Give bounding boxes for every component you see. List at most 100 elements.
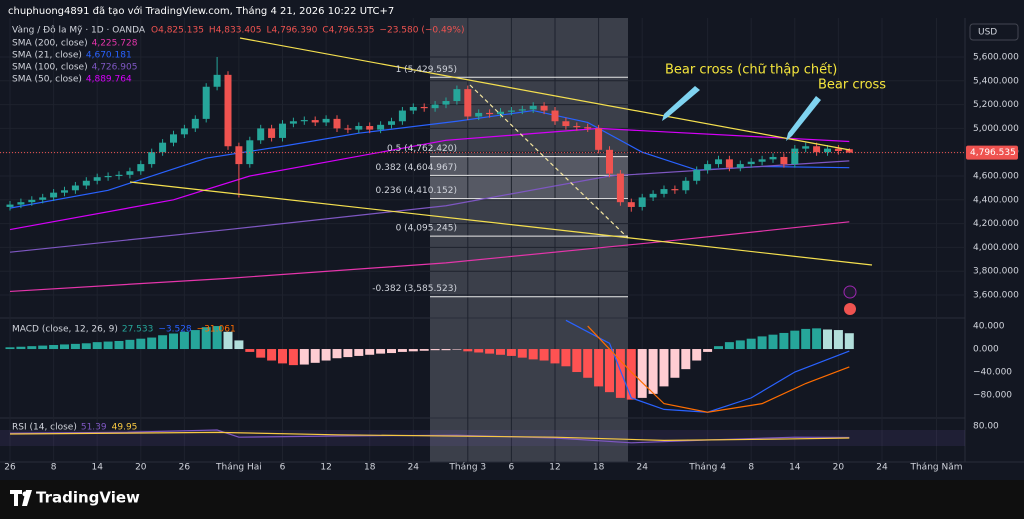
candle-body [6, 204, 14, 207]
candle-body [671, 189, 679, 191]
histogram-bar [267, 349, 277, 361]
candle-body [758, 159, 766, 162]
candle-body [126, 171, 134, 175]
histogram-bar [430, 349, 440, 351]
histogram-bar [583, 349, 593, 378]
candle-body [693, 170, 701, 181]
credit: chuphuong4891 đã tạo với TradingView.com… [8, 5, 394, 17]
x-tick-label: 18 [364, 463, 376, 473]
candle-body [159, 142, 167, 153]
x-tick-label: 20 [135, 463, 147, 473]
y-tick-label: −80.000 [973, 391, 1012, 401]
histogram-bar [125, 339, 135, 350]
histogram-bar [38, 345, 48, 350]
histogram-bar [735, 340, 745, 350]
arrow [786, 96, 821, 141]
candle-body [715, 159, 722, 165]
candle-body [377, 124, 385, 130]
candle-body [453, 89, 461, 102]
quote-value: −23.580 (−0.49%) [379, 26, 464, 36]
histogram-bar [692, 349, 702, 361]
currency-box [969, 23, 1019, 41]
quote-value: L4,796.390 [267, 26, 318, 36]
x-tick-label: 12 [549, 463, 560, 473]
y-tick-label: 4,000.000 [973, 243, 1019, 253]
candle-body [191, 118, 199, 129]
histogram-bar [201, 327, 211, 350]
candle-body [115, 174, 123, 176]
histogram-bar [452, 349, 462, 350]
annotation: Bear cross [818, 78, 886, 93]
candle-body [28, 199, 36, 203]
histogram-bar [474, 349, 484, 353]
legend-value: 4,726.905 [92, 63, 138, 73]
histogram-bar [528, 349, 538, 360]
candle-body [824, 148, 831, 153]
histogram-bar [561, 349, 571, 367]
candle-body [682, 180, 690, 191]
panel-value: 27.533 [122, 325, 154, 335]
legend-name: SMA (200, close) [12, 39, 88, 49]
x-tick-label: 24 [636, 463, 648, 473]
candle-body [518, 109, 526, 111]
histogram-bar [212, 326, 222, 350]
candle-body [529, 105, 537, 110]
x-tick-label: 6 [280, 463, 286, 473]
candle-body [813, 146, 821, 153]
x-tick-label: 8 [51, 463, 57, 473]
candle-body [431, 104, 439, 109]
quote: O4,825.135 H4,833.405 L4,796.390 C4,796.535… [151, 26, 464, 36]
candle-body [573, 126, 581, 128]
candle-body [398, 110, 406, 122]
quote-value: H4,833.405 [209, 26, 262, 36]
candle-body [213, 74, 221, 87]
histogram-bar [70, 343, 80, 350]
x-tick-label: Tháng 4 [688, 463, 726, 473]
y-tick-label: 4,400.000 [973, 195, 1019, 205]
candle-body [606, 149, 613, 174]
candle-body [93, 177, 101, 181]
histogram-bar [234, 340, 244, 350]
indicator-line [9, 221, 850, 293]
legend-value: 4,889.764 [86, 75, 132, 85]
candle-body [507, 110, 515, 112]
histogram-bar [703, 349, 713, 352]
candle-body [497, 111, 504, 115]
event-icon[interactable] [844, 303, 856, 315]
indicator-line [9, 127, 850, 231]
histogram-bar [179, 331, 189, 350]
histogram-bar [419, 349, 429, 351]
y-tick-label: 3,600.000 [973, 291, 1019, 301]
histogram-bar [517, 349, 527, 358]
candle-body [660, 189, 668, 194]
candle-body [224, 74, 232, 147]
candle-body [551, 110, 559, 122]
y-tick-label: 5,200.000 [973, 100, 1019, 110]
candle-body [649, 193, 657, 198]
candle-body [736, 164, 744, 168]
candle-body [235, 146, 243, 165]
candle-body [420, 106, 428, 109]
histogram-bar [779, 332, 789, 350]
x-tick-label: Tháng Năm [909, 463, 962, 473]
histogram-bar [49, 345, 59, 350]
rsi-band [0, 430, 965, 446]
histogram-bar [81, 343, 91, 350]
candle-body [791, 148, 799, 165]
y-tick-label: 5,600.000 [973, 53, 1019, 63]
brand: TradingView [36, 489, 140, 507]
candle-body [802, 146, 810, 149]
event-icon[interactable] [843, 285, 857, 299]
candle-body [388, 121, 395, 125]
candle-body [322, 118, 330, 123]
currency: USD [978, 28, 997, 38]
y-tick-label: 4,600.000 [973, 172, 1019, 182]
candle-body [747, 161, 755, 165]
candle-body [704, 164, 712, 171]
candle-body [780, 156, 788, 165]
legend-name: SMA (21, close) [12, 51, 82, 61]
quote-value: O4,825.135 [151, 26, 204, 36]
quote-value: C4,796.535 [322, 26, 374, 36]
candle-body [562, 121, 570, 127]
histogram-bar [321, 349, 331, 361]
